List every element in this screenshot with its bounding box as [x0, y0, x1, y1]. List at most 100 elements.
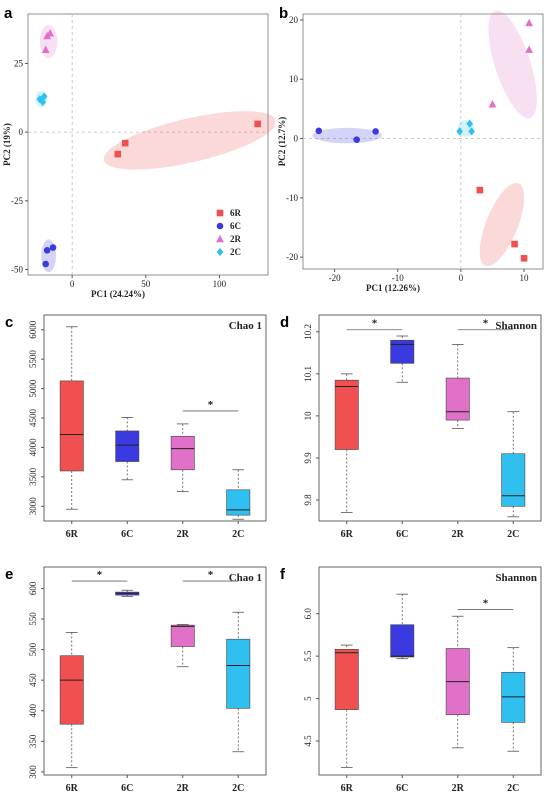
y-tick-label: -50 [11, 265, 23, 275]
point-6C [315, 127, 323, 135]
significance-star: * [208, 569, 214, 581]
legend-label: 2R [230, 234, 242, 244]
point-6R [511, 240, 518, 248]
box-2C [501, 453, 526, 507]
category-label-2C: 2C [507, 783, 519, 794]
significance-star: * [372, 318, 378, 330]
plot-frame [302, 13, 544, 270]
y-tick-label: 300 [28, 765, 38, 779]
metric-title: Chao 1 [229, 572, 262, 584]
category-label-6R: 6R [66, 783, 79, 794]
y-tick-label: 4000 [28, 438, 38, 457]
plot-frame [318, 566, 542, 776]
x-tick-label: 50 [141, 279, 151, 289]
point-6C [353, 136, 360, 144]
box-6C [390, 624, 415, 658]
metric-title: Shannon [495, 320, 537, 332]
y-tick-label: 9.9 [303, 452, 313, 464]
point-6R [520, 255, 528, 262]
legend-marker-2R [216, 234, 224, 243]
y-axis-title: PC2 (12.7%) [277, 117, 287, 167]
y-tick-label: 6000 [28, 320, 38, 339]
point-6C [43, 246, 51, 254]
significance-star: * [97, 569, 103, 581]
y-tick-label: -20 [286, 252, 298, 262]
point-2R [525, 45, 534, 53]
point-6C [372, 128, 379, 135]
category-label-6C: 6C [396, 783, 408, 794]
box-6R [59, 380, 84, 472]
panel-b-pca-plot: b -20 -10 0 10 -20 -10 0 10 20 PC1 (12.26%) PC2 (12… [277, 5, 544, 293]
point-6R [114, 150, 122, 158]
legend-label: 6C [230, 221, 241, 231]
y-tick-label: 350 [28, 734, 38, 748]
point-2C [456, 127, 463, 136]
panel-e-chao1-boxplot: e Chao 1 300 350 400 450 500 550 600 6R 6C 2R 2C * * [5, 566, 267, 794]
legend-marker-6C [216, 222, 224, 230]
y-tick-label: 5500 [28, 350, 38, 369]
x-tick-label: -10 [392, 273, 404, 283]
panel-letter: e [5, 566, 13, 583]
y-tick-label: 9.8 [303, 494, 313, 506]
y-tick-label: 550 [28, 612, 38, 626]
box-2C [226, 489, 251, 516]
significance-star: * [483, 318, 489, 330]
plot-frame [318, 314, 542, 522]
panel-letter: d [280, 314, 289, 331]
category-label-6R: 6R [341, 783, 354, 794]
point-6R [121, 139, 129, 147]
panel-c-chao1-boxplot: c Chao 1 3000 3500 4000 4500 5000 5500 6000 6R 6C 2… [5, 314, 267, 540]
panel-letter: c [5, 314, 13, 331]
category-label-2R: 2R [452, 783, 465, 794]
point-6R [476, 186, 484, 194]
category-label-6R: 6R [341, 529, 354, 540]
y-tick-label: 450 [28, 673, 38, 687]
y-tick-label: -25 [11, 196, 23, 206]
y-tick-label: 25 [14, 58, 24, 68]
y-tick-label: 5000 [28, 379, 38, 398]
box-2R [170, 435, 195, 471]
ellipse-6R [103, 111, 275, 170]
y-tick-label: 500 [28, 642, 38, 656]
panel-letter: a [4, 5, 13, 22]
y-tick-label: 3000 [28, 497, 38, 516]
panel-d-shannon-boxplot: d Shannon 9.8 9.9 10 10.1 10.2 6R 6C 2R 2C * * [280, 314, 542, 540]
x-tick-label: 0 [459, 273, 464, 283]
metric-title: Chao 1 [229, 320, 262, 332]
box-2R [170, 624, 195, 647]
category-label-6C: 6C [121, 783, 133, 794]
x-axis-title: PC1 (12.26%) [366, 283, 420, 293]
x-tick-label: 100 [213, 279, 227, 289]
category-label-2R: 2R [452, 529, 465, 540]
panel-letter: b [279, 5, 288, 22]
ellipse-6R [479, 182, 525, 267]
category-label-2C: 2C [232, 783, 244, 794]
panel-a-pca-plot: a 0 50 100 -50 -25 0 25 PC1 (24.24%) PC2 (19%) 6R 6… [2, 5, 275, 299]
point-2R [46, 29, 54, 37]
y-tick-label: 600 [28, 581, 38, 595]
y-tick-label: 3500 [28, 467, 38, 486]
point-6C [42, 260, 49, 268]
legend-label: 6R [230, 208, 242, 218]
legend-marker-6R [216, 209, 224, 217]
box-2C [226, 638, 251, 709]
point-2C [466, 119, 474, 128]
category-label-2R: 2R [177, 783, 190, 794]
y-tick-label: 4500 [28, 409, 38, 428]
y-tick-label: 4.5 [303, 735, 313, 747]
panel-letter: f [280, 566, 286, 583]
legend-label: 2C [230, 247, 241, 257]
x-tick-label: 10 [520, 273, 530, 283]
y-tick-label: 5 [303, 696, 313, 701]
box-6R [334, 379, 359, 450]
y-tick-label: 10.1 [303, 366, 313, 382]
category-label-6C: 6C [121, 529, 133, 540]
y-tick-label: 0 [294, 134, 299, 144]
category-label-2R: 2R [177, 529, 190, 540]
category-label-6R: 6R [66, 529, 79, 540]
y-tick-label: 5.5 [303, 650, 313, 662]
ellipse-6C [312, 127, 382, 144]
y-tick-label: 10.2 [303, 324, 313, 340]
point-2R [41, 45, 50, 54]
x-tick-label: -20 [329, 273, 341, 283]
